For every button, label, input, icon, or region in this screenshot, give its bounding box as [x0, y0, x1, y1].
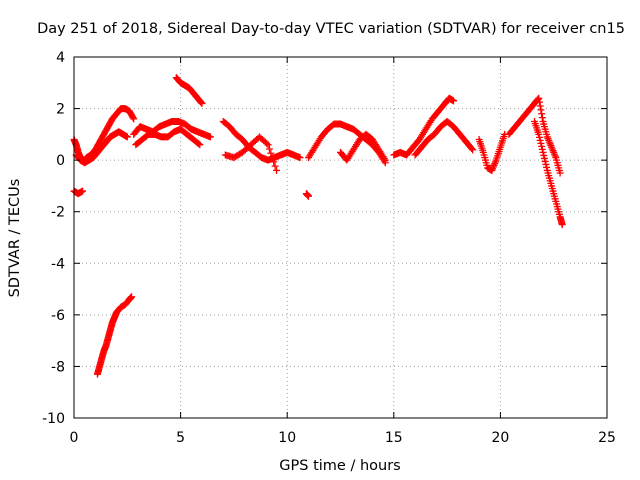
data-point — [198, 99, 206, 107]
y-tick-label: -2 — [51, 205, 65, 221]
data-point — [128, 293, 136, 301]
data-point — [196, 141, 204, 149]
data-point — [267, 149, 275, 157]
series-arc-n — [411, 117, 477, 159]
data-point — [539, 148, 547, 156]
data-point — [538, 142, 546, 150]
data-point — [129, 114, 137, 122]
data-point — [273, 166, 281, 174]
data-point — [195, 140, 203, 148]
data-points — [70, 74, 566, 378]
y-axis-ticks: -10 -8 -6 -4 -2 0 2 4 — [42, 50, 607, 427]
data-point — [270, 158, 278, 166]
grid — [74, 57, 607, 418]
data-point — [449, 97, 457, 105]
x-tick-label: 15 — [385, 430, 403, 446]
data-point — [538, 114, 546, 122]
data-point — [197, 99, 205, 107]
data-point — [381, 156, 389, 164]
data-point — [263, 139, 271, 147]
data-point — [542, 160, 550, 168]
y-tick-label: -4 — [51, 256, 65, 272]
y-tick-label: 2 — [56, 102, 65, 118]
data-point — [541, 157, 549, 165]
series-arc-o — [475, 130, 509, 174]
data-point — [535, 130, 543, 138]
data-point — [123, 133, 131, 141]
data-point — [265, 145, 273, 153]
x-tick-label: 20 — [491, 430, 509, 446]
data-point — [535, 133, 543, 141]
data-point — [268, 154, 276, 162]
data-point — [468, 145, 476, 153]
data-point — [536, 102, 544, 110]
data-point — [537, 106, 545, 114]
data-point — [206, 133, 214, 141]
data-point — [540, 154, 548, 162]
chart-title: Day 251 of 2018, Sidereal Day-to-day VTE… — [37, 21, 625, 37]
series-arc-j — [302, 190, 313, 200]
data-point — [558, 221, 566, 229]
series-arc-b — [72, 128, 131, 167]
y-tick-label: -10 — [42, 411, 65, 427]
series-arc-f — [132, 125, 204, 149]
data-point — [536, 136, 544, 144]
data-point — [556, 169, 564, 177]
data-point — [540, 151, 548, 159]
x-tick-label: 10 — [278, 430, 296, 446]
series-arc-g — [172, 74, 206, 107]
x-tick-label: 25 — [598, 430, 616, 446]
x-axis-ticks: 0 5 10 15 20 25 — [70, 57, 616, 446]
y-axis-label: SDTVAR / TECUs — [7, 179, 23, 298]
y-tick-label: -6 — [51, 308, 65, 324]
data-point — [538, 110, 546, 118]
y-tick-label: 4 — [56, 50, 65, 66]
series-arc-p — [505, 94, 564, 177]
series-arc-e — [130, 117, 214, 141]
data-point — [543, 163, 551, 171]
series-arc-l — [337, 130, 389, 164]
data-point — [469, 146, 477, 154]
y-tick-label: -8 — [51, 359, 65, 375]
data-point — [296, 154, 304, 162]
data-point — [535, 94, 543, 102]
data-point — [264, 141, 272, 149]
plot-frame — [73, 56, 608, 419]
data-point — [534, 95, 542, 103]
y-tick-label: 0 — [56, 153, 65, 169]
data-point — [538, 145, 546, 153]
series-arc-c — [70, 187, 87, 198]
x-tick-label: 5 — [176, 430, 185, 446]
x-tick-label: 0 — [70, 430, 79, 446]
data-point — [535, 98, 543, 106]
data-point — [79, 187, 87, 195]
data-point — [271, 162, 279, 170]
data-point — [305, 192, 313, 200]
series-arc-i — [221, 133, 281, 174]
series-arc-q — [531, 117, 566, 229]
series-arc-a — [70, 105, 138, 164]
x-axis-label: GPS time / hours — [279, 458, 400, 474]
series-arc-m — [390, 94, 457, 159]
data-point — [537, 139, 545, 147]
series-arc-d — [93, 293, 136, 378]
data-point — [130, 115, 138, 123]
